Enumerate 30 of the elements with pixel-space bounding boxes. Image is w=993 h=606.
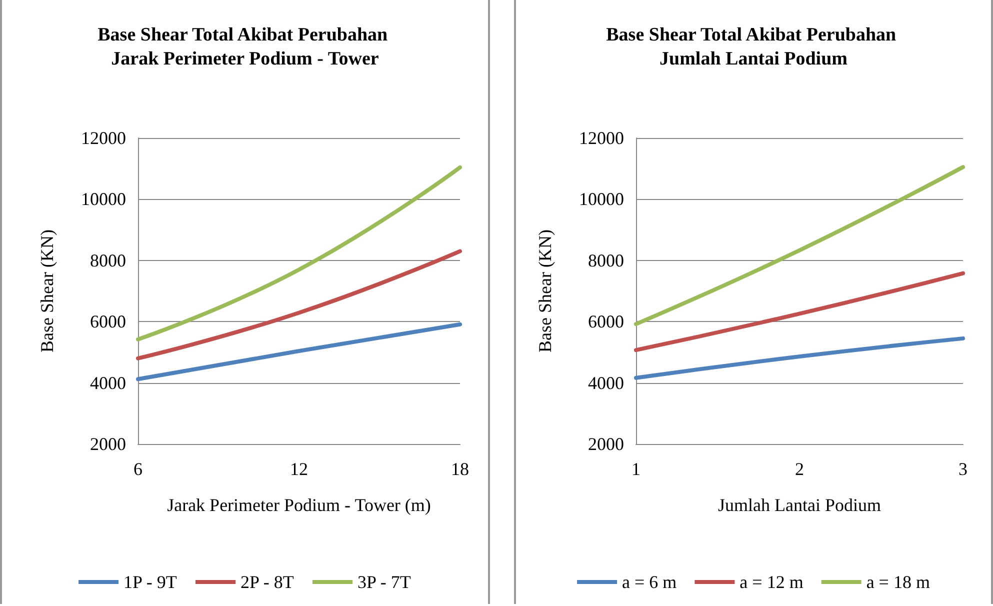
x-tick-label: 3	[958, 459, 968, 479]
y-tick-label: 2000	[90, 434, 126, 454]
chart-title: Base Shear Total Akibat Perubahan Jumlah Lantai Podium	[606, 24, 901, 70]
legend-label: a = 6 m	[622, 572, 677, 592]
legend-label: a = 12 m	[740, 572, 804, 592]
y-tick-label: 4000	[90, 372, 126, 393]
legend-label: a = 18 m	[866, 572, 930, 592]
y-tick-label: 4000	[588, 372, 624, 393]
y-tick-label: 10000	[579, 189, 624, 210]
y-tick-label: 6000	[90, 312, 126, 332]
y-tick-label: 8000	[90, 250, 126, 270]
y-tick-label: 8000	[588, 250, 624, 270]
y-tick-label: 12000	[81, 128, 126, 148]
x-tick-label: 2	[795, 459, 804, 479]
x-tick-label: 1	[632, 459, 640, 479]
x-tick-label: 6	[134, 459, 142, 479]
legend-label: 3P - 7T	[358, 572, 411, 592]
chart-title: Base Shear Total Akibat Perubahan Jarak Perimeter Podium - Tower	[98, 24, 392, 70]
y-tick-label: 2000	[588, 434, 624, 454]
y-tick-label: 6000	[588, 312, 624, 332]
y-axis-title: Base Shear (KN)	[37, 230, 57, 352]
y-tick-label: 10000	[81, 189, 126, 210]
x-axis-title: Jumlah Lantai Podium	[718, 495, 881, 515]
x-tick-label: 12	[290, 459, 308, 479]
legend-label: 1P - 9T	[124, 572, 177, 592]
y-tick-label: 12000	[579, 128, 624, 148]
x-tick-label: 18	[451, 459, 469, 479]
x-axis-title: Jarak Perimeter Podium - Tower (m)	[167, 495, 431, 515]
y-axis-title: Base Shear (KN)	[535, 230, 555, 352]
legend-label: 2P - 8T	[240, 572, 294, 592]
